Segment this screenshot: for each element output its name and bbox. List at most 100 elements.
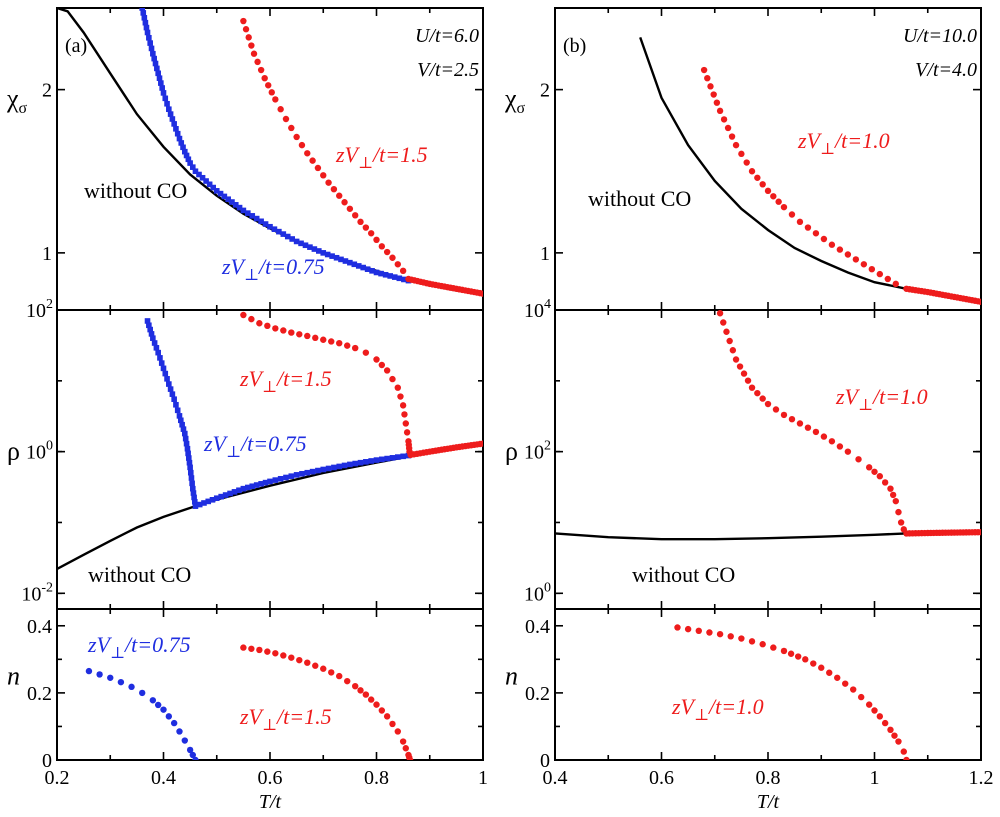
data-point <box>304 659 311 666</box>
data-point <box>229 199 235 205</box>
data-point <box>299 470 305 477</box>
data-point <box>727 633 734 640</box>
data-point <box>759 395 766 402</box>
data-point <box>770 644 777 651</box>
data-point <box>272 96 279 103</box>
annotation-label: zV⊥/t=1.5 <box>239 366 332 396</box>
row-rho: 10-2 100 102 ρ zV⊥/t=1.5 zV⊥/t=0.75 without CO <box>7 297 484 610</box>
data-point <box>304 469 311 476</box>
data-point <box>884 275 892 283</box>
annotation-label: without CO <box>632 562 735 587</box>
data-point <box>389 375 396 383</box>
data-point <box>818 664 825 671</box>
data-point <box>352 212 359 219</box>
data-point <box>272 650 279 657</box>
data-point <box>402 420 409 427</box>
data-point <box>876 713 884 720</box>
data-point <box>185 156 192 163</box>
data-point <box>897 519 905 526</box>
data-point <box>107 674 114 681</box>
data-point <box>205 498 212 505</box>
x-tick-label: 0.8 <box>756 767 781 789</box>
series-line-without-co <box>57 442 483 571</box>
data-point <box>171 396 177 403</box>
data-point <box>164 100 170 107</box>
data-point <box>850 686 857 693</box>
data-point <box>373 356 380 363</box>
data-point <box>868 265 876 273</box>
data-point <box>282 115 290 123</box>
data-point <box>272 477 279 483</box>
data-point <box>394 384 401 391</box>
data-point <box>397 393 404 400</box>
y-tick-label: 2 <box>540 80 550 102</box>
data-point <box>258 481 264 487</box>
data-point <box>248 42 255 49</box>
data-point <box>780 203 788 211</box>
data-point <box>328 338 335 345</box>
y-axis-label: n <box>505 662 518 691</box>
data-point <box>245 34 252 41</box>
data-point <box>754 174 761 181</box>
series-group <box>555 310 981 541</box>
data-point <box>836 246 844 253</box>
data-point <box>892 280 899 288</box>
data-point <box>160 706 167 713</box>
row-rho: 100 102 104 ρ zV⊥/t=1.0 without CO <box>505 297 982 610</box>
data-point <box>333 254 340 261</box>
data-point <box>192 756 199 760</box>
data-point <box>770 193 777 200</box>
data-point <box>706 629 713 636</box>
y-axis-label: n <box>7 662 20 691</box>
data-point <box>96 671 103 678</box>
data-point <box>152 60 159 67</box>
data-point <box>288 654 295 661</box>
data-point <box>887 485 894 492</box>
data-point <box>139 8 145 11</box>
row-chi: 1 2 χσ without CO zV⊥/t=1.5 zV⊥/t=0.75 <box>6 7 484 311</box>
data-point <box>720 116 728 123</box>
annotation-label: without CO <box>588 186 691 211</box>
data-point <box>857 693 865 701</box>
data-point <box>336 463 343 470</box>
row-chi: 1 2 χσ zV⊥/t=1.0 without CO <box>504 7 982 311</box>
data-point <box>346 205 354 212</box>
y-axis-label: χσ <box>504 84 526 117</box>
data-point <box>389 720 396 728</box>
data-point <box>728 133 736 140</box>
data-point <box>324 251 331 258</box>
data-point <box>347 259 353 266</box>
data-point <box>309 468 316 475</box>
x-axis-label: T/t <box>259 791 282 813</box>
annotation-label: zV⊥/t=0.75 <box>87 632 191 662</box>
y-tick-label: 10-2 <box>21 580 53 605</box>
data-point <box>277 475 284 482</box>
data-point <box>213 188 220 194</box>
parameter-label: U/t=10.0 <box>903 25 977 47</box>
data-point <box>876 473 884 480</box>
annotation-label: without CO <box>88 562 191 587</box>
data-point <box>250 50 258 57</box>
data-point <box>479 440 483 447</box>
y-tick-label: 100 <box>524 580 551 605</box>
data-point <box>257 66 265 74</box>
data-point <box>903 756 910 760</box>
data-point <box>253 215 260 222</box>
data-point <box>836 443 844 450</box>
data-point <box>355 263 362 269</box>
data-point <box>724 124 732 132</box>
data-point <box>788 415 796 423</box>
data-point <box>245 484 251 491</box>
data-point <box>892 497 899 505</box>
data-point <box>249 213 256 219</box>
data-point <box>315 467 321 474</box>
data-point <box>150 335 156 341</box>
data-point <box>887 726 894 733</box>
data-point <box>674 624 681 631</box>
y-axis-label: χσ <box>6 84 28 117</box>
data-point <box>367 696 375 703</box>
data-point <box>240 644 247 651</box>
data-point <box>178 140 185 146</box>
data-point <box>189 480 195 487</box>
data-point <box>242 26 250 33</box>
